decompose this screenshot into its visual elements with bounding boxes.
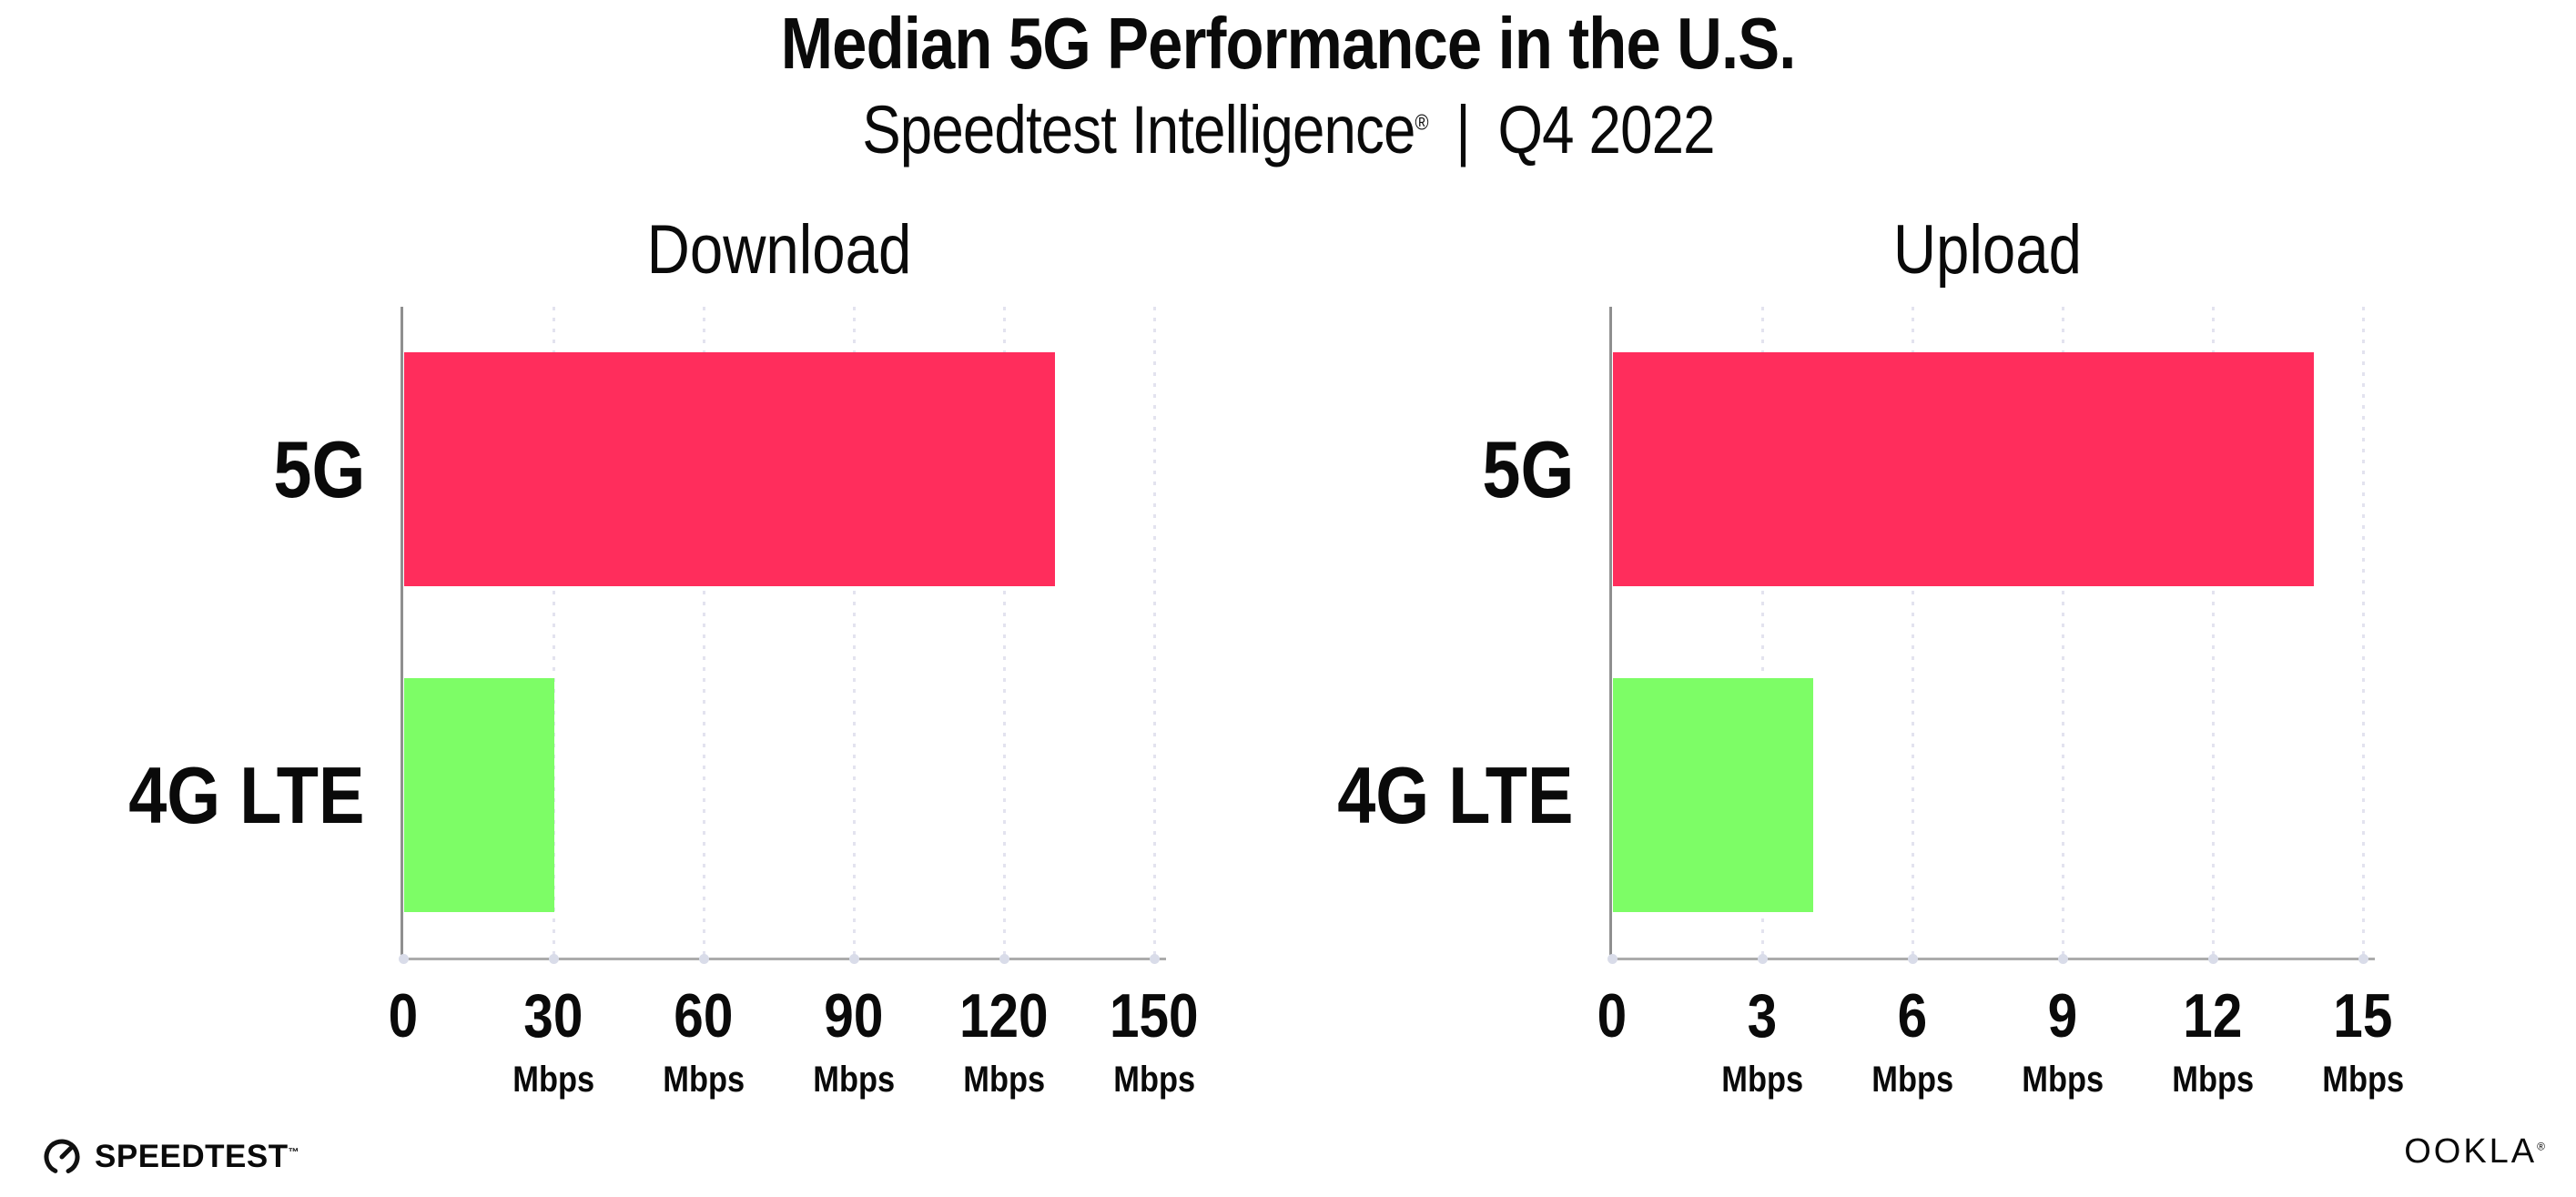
x-tick-unit: Mbps [1113, 1060, 1195, 1100]
x-tick-value: 120 [959, 981, 1049, 1050]
gridline [553, 307, 555, 958]
speedtest-gauge-icon [44, 1139, 80, 1175]
subtitle-separator: | [1455, 92, 1471, 167]
axis-tick-dot [999, 954, 1009, 964]
x-tick-15: 15 Mbps [2226, 985, 2500, 1098]
x-tick-value: 0 [1597, 981, 1628, 1050]
speedtest-wordmark: SPEEDTEST™ [95, 1139, 299, 1175]
ookla-logo: OOKLA® [2404, 1132, 2545, 1172]
x-tick-unit: Mbps [2322, 1060, 2404, 1100]
bar-5g [404, 352, 1055, 586]
main-title-text: Median 5G Performance in the U.S. [780, 3, 1797, 84]
gridline [703, 307, 705, 958]
axis-tick-dot [399, 954, 409, 964]
speedtest-trademark: ™ [288, 1145, 300, 1159]
bar-5g [1613, 352, 2314, 586]
x-axis-ticks: 0 30 Mbps 60 Mbps 90 Mbps 120 Mbps 150 Mbps [389, 958, 1199, 1140]
subplot-title-upload: Upload [1892, 211, 2083, 289]
ookla-registered-mark: ® [2537, 1140, 2545, 1153]
x-tick-unit: Mbps [1871, 1060, 1953, 1100]
x-axis-line [401, 958, 1166, 960]
axis-tick-dot [1150, 954, 1160, 964]
x-tick-0: 0 [1476, 985, 1749, 1047]
x-tick-3: 3 Mbps [1626, 985, 1899, 1098]
subtitle-product: Speedtest Intelligence [861, 92, 1415, 167]
x-tick-value: 9 [2047, 981, 2078, 1050]
upload-chart: Upload 5G 4G LTE 0 3 Mbps 6 Mbps 9 Mbps 12 Mbps 15 Mb… [1338, 216, 2404, 1099]
download-chart: Download 5G 4G LTE 0 30 Mbps 60 Mbps 90 Mbps 120 Mb… [129, 216, 1199, 1099]
category-label-4g-lte: 4G LTE [1337, 749, 1574, 840]
x-tick-unit: Mbps [2172, 1060, 2254, 1100]
x-tick-value: 3 [1747, 981, 1778, 1050]
gridline [2062, 307, 2064, 958]
x-tick-value: 12 [2183, 981, 2243, 1050]
x-tick-9: 9 Mbps [1926, 985, 2199, 1098]
axis-tick-dot [849, 954, 859, 964]
axis-tick-dot [1908, 954, 1918, 964]
ookla-wordmark-text: OOKLA [2404, 1132, 2538, 1171]
y-axis [401, 307, 403, 958]
x-tick-unit: Mbps [512, 1060, 594, 1100]
x-tick-0: 0 [267, 985, 540, 1047]
x-tick-value: 30 [523, 981, 583, 1050]
x-tick-12: 12 Mbps [2076, 985, 2349, 1098]
x-tick-value: 90 [824, 981, 884, 1050]
axis-tick-dot [699, 954, 709, 964]
x-tick-60: 60 Mbps [567, 985, 840, 1098]
subtitle-period: Q4 2022 [1497, 92, 1715, 167]
main-title: Median 5G Performance in the U.S. [0, 5, 2576, 82]
axis-tick-dot [2358, 954, 2368, 964]
category-label-4g-lte: 4G LTE [128, 749, 365, 840]
x-axis-line [1609, 958, 2375, 960]
axis-tick-dot [2058, 954, 2068, 964]
chart-header: Median 5G Performance in the U.S. Speedt… [0, 5, 2576, 164]
x-tick-value: 0 [388, 981, 419, 1050]
speedtest-wordmark-text: SPEEDTEST [95, 1139, 289, 1174]
x-tick-unit: Mbps [663, 1060, 745, 1100]
x-tick-30: 30 Mbps [417, 985, 690, 1098]
gridline [1003, 307, 1006, 958]
gridline [2212, 307, 2215, 958]
x-tick-120: 120 Mbps [867, 985, 1141, 1098]
x-tick-unit: Mbps [1721, 1060, 1803, 1100]
y-axis [1609, 307, 1612, 958]
gridline [2362, 307, 2365, 958]
x-tick-value: 60 [674, 981, 734, 1050]
gridline [1912, 307, 1914, 958]
x-tick-unit: Mbps [813, 1060, 895, 1100]
bar-4g-lte [404, 678, 554, 912]
gridline [853, 307, 856, 958]
x-tick-6: 6 Mbps [1776, 985, 2049, 1098]
category-label-5g: 5G [1482, 423, 1574, 514]
x-tick-unit: Mbps [2022, 1060, 2104, 1100]
x-tick-value: 15 [2333, 981, 2393, 1050]
gridline [1153, 307, 1156, 958]
x-axis-ticks: 0 3 Mbps 6 Mbps 9 Mbps 12 Mbps 15 Mbps [1597, 958, 2404, 1140]
x-tick-value: 6 [1897, 981, 1928, 1050]
x-tick-150: 150 Mbps [1018, 985, 1291, 1098]
speedtest-logo: SPEEDTEST™ [42, 1137, 299, 1177]
x-tick-value: 150 [1110, 981, 1199, 1050]
registered-mark: ® [1415, 111, 1428, 136]
bar-4g-lte [1613, 678, 1813, 912]
subplot-title-download: Download [646, 211, 911, 289]
x-tick-unit: Mbps [963, 1060, 1045, 1100]
axis-tick-dot [2208, 954, 2218, 964]
category-label-5g: 5G [273, 423, 365, 514]
axis-tick-dot [1607, 954, 1618, 964]
axis-tick-dot [1758, 954, 1768, 964]
subtitle: Speedtest Intelligence® | Q4 2022 [0, 96, 2576, 164]
gridline [1761, 307, 1764, 958]
axis-tick-dot [549, 954, 559, 964]
x-tick-90: 90 Mbps [717, 985, 990, 1098]
